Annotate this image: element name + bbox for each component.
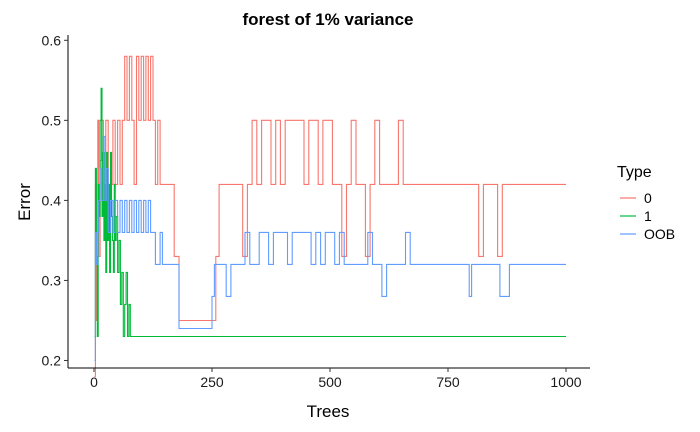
legend-label-oob: OOB — [644, 226, 675, 242]
y-tick-label: 0.5 — [42, 112, 62, 128]
x-tick-label: 0 — [90, 374, 98, 390]
series-line-0 — [94, 55, 566, 378]
x-axis-label: Trees — [307, 402, 350, 421]
y-tick-label: 0.3 — [42, 272, 62, 288]
x-tick-label: 500 — [318, 374, 342, 390]
y-tick-label: 0.2 — [42, 352, 62, 368]
series-line-1 — [94, 87, 566, 338]
legend-label-1: 1 — [644, 208, 652, 224]
x-tick-label: 1000 — [550, 374, 581, 390]
series-line-oob — [94, 135, 566, 362]
legend: Type 0 1 OOB — [617, 164, 675, 242]
x-axis-ticks: 0 250 500 750 1000 — [90, 368, 582, 390]
legend-entries: 0 1 OOB — [620, 190, 675, 242]
y-tick-label: 0.6 — [42, 32, 62, 48]
legend-label-0: 0 — [644, 190, 652, 206]
y-tick-label: 0.4 — [42, 192, 62, 208]
legend-title: Type — [617, 164, 652, 181]
x-tick-label: 250 — [200, 374, 224, 390]
x-tick-label: 750 — [436, 374, 460, 390]
y-axis-label: Error — [15, 183, 34, 221]
chart-title: forest of 1% variance — [242, 10, 413, 29]
series-lines — [94, 55, 566, 378]
y-axis-ticks: 0.2 0.3 0.4 0.5 0.6 — [42, 32, 68, 368]
plot-area: 0 250 500 750 1000 0.2 0.3 0.4 0.5 0.6 — [42, 32, 590, 390]
